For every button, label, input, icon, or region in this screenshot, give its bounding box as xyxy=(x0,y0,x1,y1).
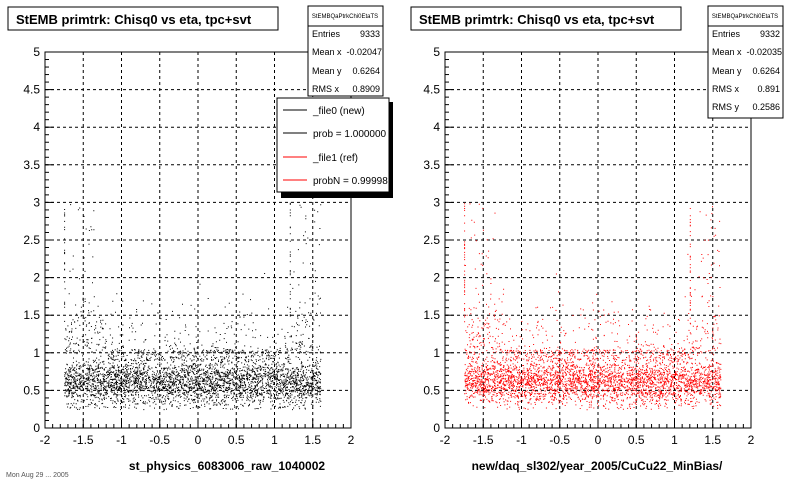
right-stats-value-entries: 9332 xyxy=(760,29,780,39)
y-tick-label: 0 xyxy=(433,421,440,435)
y-tick-label: 2 xyxy=(433,271,440,285)
left-axis-ticks: -2 -1.5 -1 -0.5 0 0.5 1 1.5 2 0 0.5 1 1.5 2 2.5 3 3.5 4 4.… xyxy=(23,45,354,447)
left-xlabel: st_physics_6083006_raw_1040002 xyxy=(129,459,325,473)
left-panel: StEMB primtrk: Chisq0 vs eta, tpc+svt -2… xyxy=(7,5,393,473)
x-tick-label: -0.5 xyxy=(149,433,170,447)
left-legend-label-3: probN = 0.99998 xyxy=(313,176,388,187)
x-tick-label: 0 xyxy=(595,433,602,447)
right-stats-label-meanx: Mean x xyxy=(712,47,742,57)
right-grid xyxy=(445,52,751,428)
x-tick-label: 1.5 xyxy=(304,433,321,447)
right-stats-value-meanx: -0.02035 xyxy=(746,47,782,57)
y-tick-label: 0.5 xyxy=(423,383,440,397)
x-tick-label: -2 xyxy=(40,433,51,447)
left-stats-value-rmsx: 0.8909 xyxy=(352,84,380,94)
right-stats-label-entries: Entries xyxy=(712,29,741,39)
left-legend-label-0: _file0 (new) xyxy=(312,106,365,117)
scatter-series-points xyxy=(64,202,322,411)
right-axis-ticks: -2 -1.5 -1 -0.5 0 0.5 1 1.5 2 0 0.5 1 1.5 2 2.5 3 3.5 4 4.… xyxy=(423,45,754,447)
left-stats-value-meany: 0.6264 xyxy=(352,66,380,76)
y-tick-label: 3 xyxy=(33,195,40,209)
x-tick-label: 2 xyxy=(348,433,355,447)
right-stats-box: StEMBQaPtrkChi0EtaTS Entries 9332 Mean x… xyxy=(707,5,784,119)
left-stats-label-meany: Mean y xyxy=(312,66,342,76)
y-tick-label: 4.5 xyxy=(423,83,440,97)
right-stats-value-rmsx: 0.891 xyxy=(757,84,780,94)
x-tick-label: 1.5 xyxy=(704,433,721,447)
right-title: StEMB primtrk: Chisq0 vs eta, tpc+svt xyxy=(419,12,655,27)
x-tick-label: -1.5 xyxy=(73,433,94,447)
y-tick-label: 3.5 xyxy=(23,158,40,172)
right-stats-value-meany: 0.6264 xyxy=(752,66,780,76)
right-panel: StEMB primtrk: Chisq0 vs eta, tpc+svt -2… xyxy=(410,5,784,473)
x-tick-label: -1 xyxy=(516,433,527,447)
x-tick-label: -0.5 xyxy=(549,433,570,447)
x-tick-label: -2 xyxy=(440,433,451,447)
right-xlabel: new/daq_sl302/year_2005/CuCu22_MinBias/ xyxy=(472,459,723,473)
right-stats-name: StEMBQaPtrkChi0EtaTS xyxy=(712,14,778,20)
left-legend: _file0 (new) prob = 1.000000 _file1 (ref… xyxy=(276,97,393,198)
x-tick-label: 0.5 xyxy=(228,433,245,447)
left-stats-value-entries: 9333 xyxy=(360,29,380,39)
y-tick-label: 3 xyxy=(433,195,440,209)
y-tick-label: 1.5 xyxy=(423,308,440,322)
x-tick-label: 1 xyxy=(671,433,678,447)
y-tick-label: 4 xyxy=(33,120,40,134)
y-tick-label: 2 xyxy=(33,271,40,285)
left-legend-label-2: _file1 (ref) xyxy=(312,153,358,164)
y-tick-label: 1.5 xyxy=(23,308,40,322)
right-title-box xyxy=(410,6,682,31)
x-tick-label: 1 xyxy=(271,433,278,447)
right-stats-label-meany: Mean y xyxy=(712,66,742,76)
y-tick-label: 5 xyxy=(433,45,440,59)
scatter-series-points xyxy=(464,203,722,411)
y-tick-label: 1 xyxy=(433,346,440,360)
footer-timestamp: Mon Aug 29 ... 2005 xyxy=(6,472,69,479)
y-tick-label: 2.5 xyxy=(423,233,440,247)
left-scatter-points xyxy=(64,202,322,411)
y-tick-label: 2.5 xyxy=(23,233,40,247)
left-stats-value-meanx: -0.02047 xyxy=(346,47,382,57)
y-tick-label: 5 xyxy=(33,45,40,59)
left-stats-name: StEMBQaPtrkChi0EtaTS xyxy=(312,14,378,20)
y-tick-label: 1 xyxy=(33,346,40,360)
y-tick-label: 3.5 xyxy=(423,158,440,172)
left-stats-label-meanx: Mean x xyxy=(312,47,342,57)
left-stats-label-rmsx: RMS x xyxy=(312,84,340,94)
right-stats-label-rmsy: RMS y xyxy=(712,102,740,112)
right-stats-label-rmsx: RMS x xyxy=(712,84,740,94)
x-tick-label: 0.5 xyxy=(628,433,645,447)
y-tick-label: 0 xyxy=(33,421,40,435)
right-scatter-points xyxy=(464,203,722,411)
left-stats-label-entries: Entries xyxy=(312,29,341,39)
left-stats-box: StEMBQaPtrkChi0EtaTS Entries 9333 Mean x… xyxy=(307,5,384,97)
right-stats-value-rmsy: 0.2586 xyxy=(752,102,780,112)
x-tick-label: -1 xyxy=(116,433,127,447)
x-tick-label: -1.5 xyxy=(473,433,494,447)
left-legend-label-1: prob = 1.000000 xyxy=(313,129,387,140)
y-tick-label: 4 xyxy=(433,120,440,134)
x-tick-label: 2 xyxy=(748,433,755,447)
left-title: StEMB primtrk: Chisq0 vs eta, tpc+svt xyxy=(16,12,252,27)
y-tick-label: 0.5 xyxy=(23,383,40,397)
left-title-box xyxy=(7,6,279,31)
x-tick-label: 0 xyxy=(195,433,202,447)
y-tick-label: 4.5 xyxy=(23,83,40,97)
